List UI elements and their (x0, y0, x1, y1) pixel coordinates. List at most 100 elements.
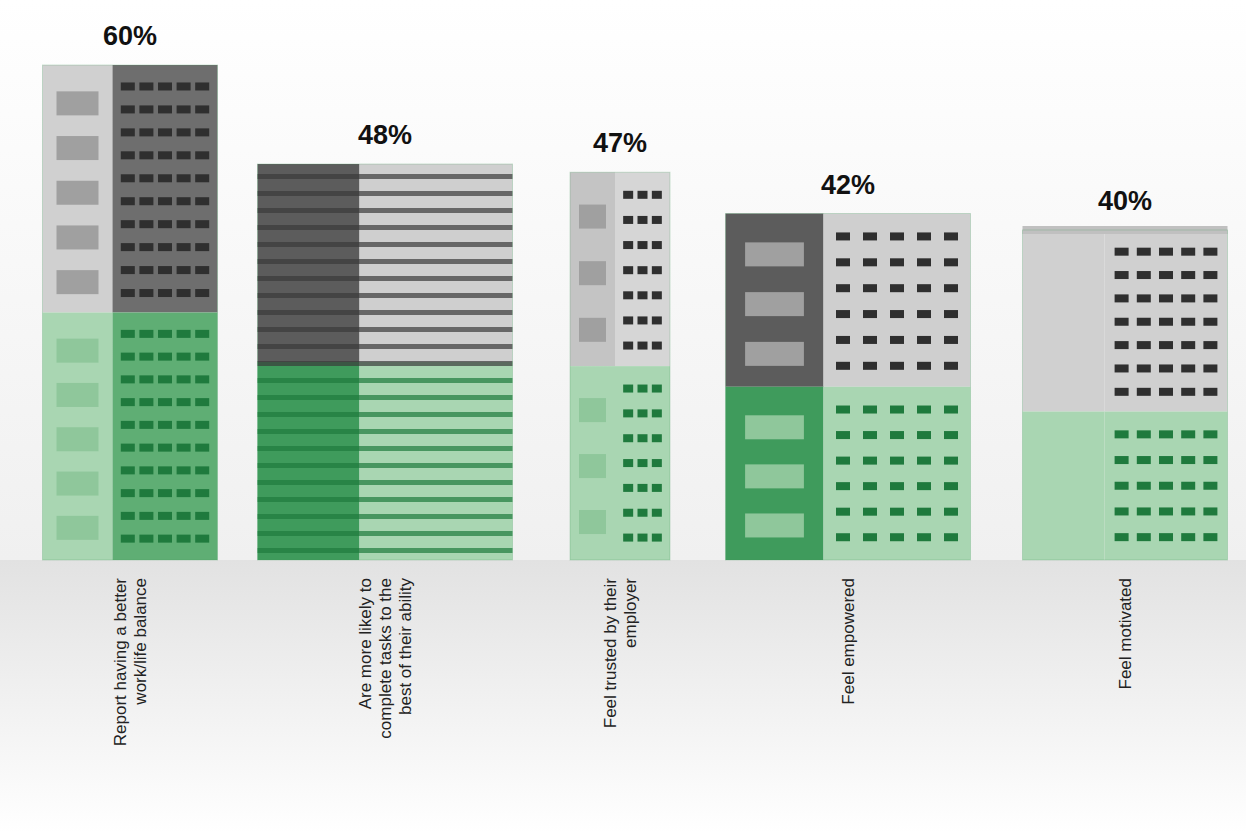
bar (258, 164, 513, 560)
window (195, 243, 209, 251)
window (638, 316, 648, 324)
window (623, 342, 633, 350)
window (579, 398, 606, 422)
window (1159, 294, 1173, 302)
window (890, 406, 904, 414)
window (195, 489, 209, 497)
window (177, 174, 191, 182)
window (836, 533, 850, 541)
window (1115, 271, 1129, 279)
window (944, 508, 958, 516)
window (177, 82, 191, 90)
stripe (258, 225, 513, 230)
window (917, 258, 931, 266)
window (890, 508, 904, 516)
category-label: Are more likely tocomplete tasks to theb… (356, 578, 415, 739)
window (623, 484, 633, 492)
window (652, 241, 662, 249)
window (57, 136, 99, 160)
window (836, 482, 850, 490)
window (195, 421, 209, 429)
building-part (824, 387, 971, 560)
window (890, 362, 904, 370)
window (177, 289, 191, 297)
window (1181, 456, 1195, 464)
window (890, 431, 904, 439)
ground (0, 560, 1246, 833)
window (745, 415, 804, 439)
window (623, 434, 633, 442)
window (158, 512, 172, 520)
window (158, 353, 172, 361)
chart: 60%48%47%42%40%Report having a betterwor… (0, 0, 1246, 833)
window (177, 375, 191, 383)
window (623, 409, 633, 417)
data-label: 47% (593, 128, 647, 158)
window (890, 232, 904, 240)
window (652, 191, 662, 199)
window (121, 197, 135, 205)
window (638, 409, 648, 417)
category-label: Report having a betterwork/life balance (111, 578, 150, 747)
window (917, 310, 931, 318)
window (57, 270, 99, 294)
window (139, 128, 153, 136)
label-line: complete tasks to the (376, 578, 395, 739)
window (890, 482, 904, 490)
window (195, 535, 209, 543)
stripe (258, 446, 513, 451)
window (1181, 533, 1195, 541)
window (638, 291, 648, 299)
window (745, 242, 804, 266)
window (890, 284, 904, 292)
label-line: Are more likely to (356, 578, 375, 709)
window (890, 533, 904, 541)
window (121, 489, 135, 497)
window (623, 266, 633, 274)
window (139, 151, 153, 159)
window (944, 533, 958, 541)
window (1137, 533, 1151, 541)
window (944, 431, 958, 439)
window (1181, 388, 1195, 396)
window (1115, 388, 1129, 396)
window (57, 181, 99, 205)
window (890, 336, 904, 344)
window (836, 362, 850, 370)
stripe (258, 361, 513, 366)
window (139, 375, 153, 383)
window (121, 535, 135, 543)
window (1181, 341, 1195, 349)
window (158, 444, 172, 452)
window (1159, 507, 1173, 515)
window (121, 289, 135, 297)
window (1203, 482, 1217, 490)
window (1203, 430, 1217, 438)
window (1137, 482, 1151, 490)
window (836, 508, 850, 516)
stripe (258, 344, 513, 349)
window (121, 266, 135, 274)
window (1159, 271, 1173, 279)
window (863, 482, 877, 490)
window (1181, 318, 1195, 326)
window (917, 406, 931, 414)
window (944, 258, 958, 266)
window (863, 406, 877, 414)
building (258, 164, 513, 560)
label-line: employer (621, 578, 640, 648)
window (1115, 456, 1129, 464)
window (1137, 456, 1151, 464)
window (890, 310, 904, 318)
window (158, 128, 172, 136)
window (139, 174, 153, 182)
building-part (570, 366, 615, 560)
window (1137, 294, 1151, 302)
window (836, 431, 850, 439)
window (1181, 294, 1195, 302)
building (570, 172, 670, 560)
window (1115, 294, 1129, 302)
window (623, 385, 633, 393)
window (177, 444, 191, 452)
window (623, 241, 633, 249)
